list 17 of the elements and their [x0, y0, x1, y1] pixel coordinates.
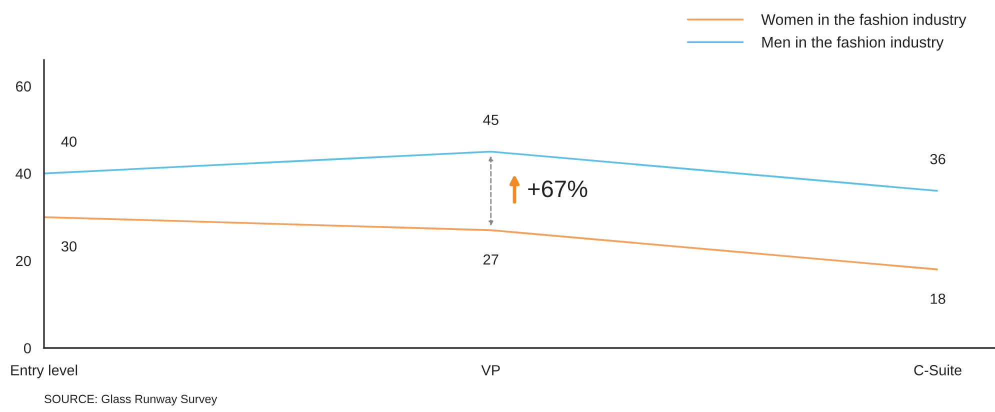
data-label: 27	[484, 254, 498, 265]
source-note: SOURCE: Glass Runway Survey	[44, 394, 218, 406]
data-label: 36	[930, 154, 946, 164]
y-tick-label: 0	[24, 343, 31, 354]
x-tick-label: VP	[481, 365, 500, 376]
annotation: +67%	[528, 180, 588, 198]
data-label: 18	[930, 294, 946, 304]
data-label: 45	[483, 114, 498, 125]
legend-label: Men in the fashion industry	[762, 36, 944, 51]
data-label: 40	[61, 136, 77, 147]
x-tick-label: Entry level	[11, 364, 78, 378]
data-label: 30	[61, 241, 77, 252]
y-tick-label: 60	[16, 81, 31, 92]
legend-label: Women in the fashion industry	[761, 14, 966, 28]
y-tick-label: 20	[16, 256, 31, 266]
y-tick-label: 40	[16, 168, 31, 179]
x-tick-label: C-Suite	[914, 364, 962, 376]
